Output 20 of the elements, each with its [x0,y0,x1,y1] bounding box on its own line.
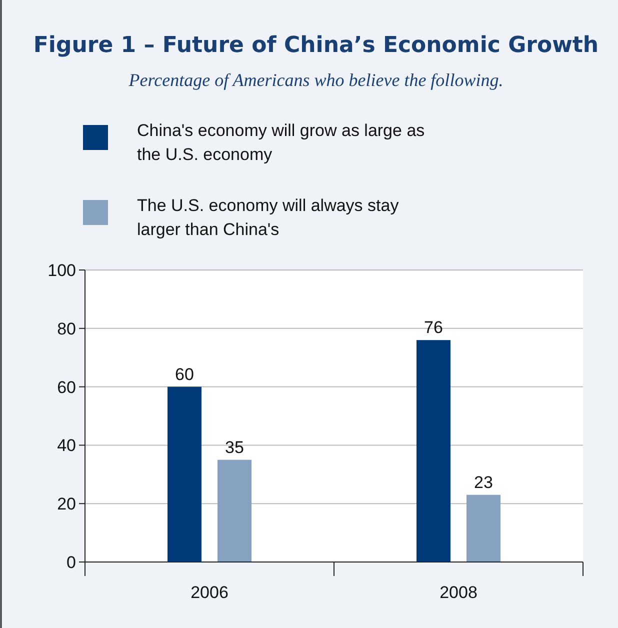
data-label: 76 [424,318,443,338]
data-label: 23 [474,472,493,492]
y-tick-label: 20 [57,494,76,514]
bar [168,386,202,562]
x-tick-label: 2008 [440,583,478,602]
y-tick-label: 40 [57,436,76,456]
bar [416,340,450,562]
chart-title: Figure 1 – Future of China’s Economic Growth [33,33,599,58]
y-tick-label: 100 [48,261,76,280]
y-tick-label: 0 [66,553,76,572]
y-tick-label: 80 [57,319,76,338]
data-label: 35 [225,438,244,457]
bar [466,494,500,562]
data-label: 60 [175,364,194,384]
chart-subtitle: Percentage of Americans who believe the following. [128,70,504,90]
x-tick-label: 2006 [190,583,228,602]
y-tick-label: 60 [57,378,76,397]
legend-label: China's economy will grow as large as the U.S. economy [137,121,425,164]
legend-label: The U.S. economy will always stay larger than China's [137,196,400,239]
bar [218,460,252,562]
